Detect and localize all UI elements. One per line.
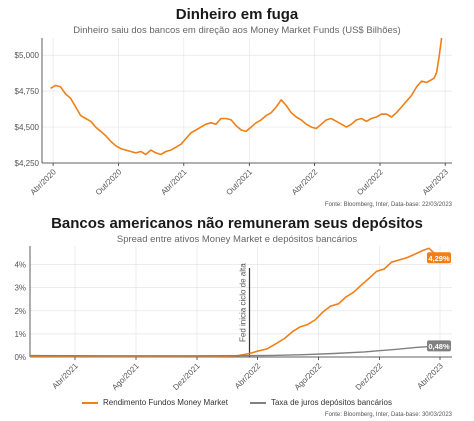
chart2-legend: Rendimento Fundos Money Market Taxa de j… xyxy=(0,398,474,407)
chart1-y-tick-label: $4,750 xyxy=(15,87,40,96)
legend-item-money-market: Rendimento Fundos Money Market xyxy=(82,398,228,407)
chart2-deposits-line xyxy=(29,345,440,357)
legend-swatch-gray xyxy=(249,401,266,404)
chart1-source: Fonte: Bloomberg, Inter, Data-base: 22/0… xyxy=(325,202,453,208)
chart1-y-tick-label: $4,250 xyxy=(15,159,40,168)
legend-swatch-orange xyxy=(82,401,99,404)
chart1-subtitle: Dinheiro saiu dos bancos em direção aos … xyxy=(73,25,401,36)
chart2-x-tick-label: Ago/2021 xyxy=(110,361,141,392)
chart1-y-tick-label: $5,000 xyxy=(15,51,40,60)
chart2-fed-annotation: Fed inicia ciclo de alta xyxy=(239,263,248,342)
chart2-end-label-gray: 0,48% xyxy=(428,342,450,351)
chart2-y-tick-label: 3% xyxy=(14,284,26,293)
chart2-x-tick-label: Dez/2021 xyxy=(171,361,202,392)
chart2-source: Fonte: Bloomberg, Inter, Data-base: 30/0… xyxy=(325,412,453,418)
chart1-title: Dinheiro em fuga xyxy=(175,6,299,23)
chart2-x-tick-label: Abr/2021 xyxy=(50,361,80,391)
chart2-subtitle: Spread entre ativos Money Market e depós… xyxy=(116,234,358,245)
chart1-series-line xyxy=(50,37,443,156)
chart2-x-tick-label: Abr/2022 xyxy=(233,361,263,391)
chart2-y-tick-label: 2% xyxy=(14,307,26,316)
chart1-y-tick-label: $4,500 xyxy=(15,123,40,132)
chart2-end-label-orange: 4,29% xyxy=(428,254,450,263)
chart2-x-tick-label: Ago/2022 xyxy=(293,361,324,392)
chart2-x-tick-label: Dez/2022 xyxy=(354,361,385,392)
legend-item-deposits: Taxa de juros depósitos bancários xyxy=(249,398,392,407)
legend-label-deposits: Taxa de juros depósitos bancários xyxy=(270,398,392,407)
chart2-end-label-box-orange xyxy=(427,252,451,264)
chart2-y-tick-label: 0% xyxy=(14,353,26,362)
chart2-y-tick-label: 1% xyxy=(14,330,26,339)
chart2-x-tick-label: Abr/2023 xyxy=(415,361,445,391)
chart2-y-tick-label: 4% xyxy=(14,261,26,270)
chart2-end-label-box-gray xyxy=(427,340,451,352)
chart2-title: Bancos americanos não remuneram seus dep… xyxy=(51,215,423,232)
legend-label-money-market: Rendimento Fundos Money Market xyxy=(103,398,228,407)
